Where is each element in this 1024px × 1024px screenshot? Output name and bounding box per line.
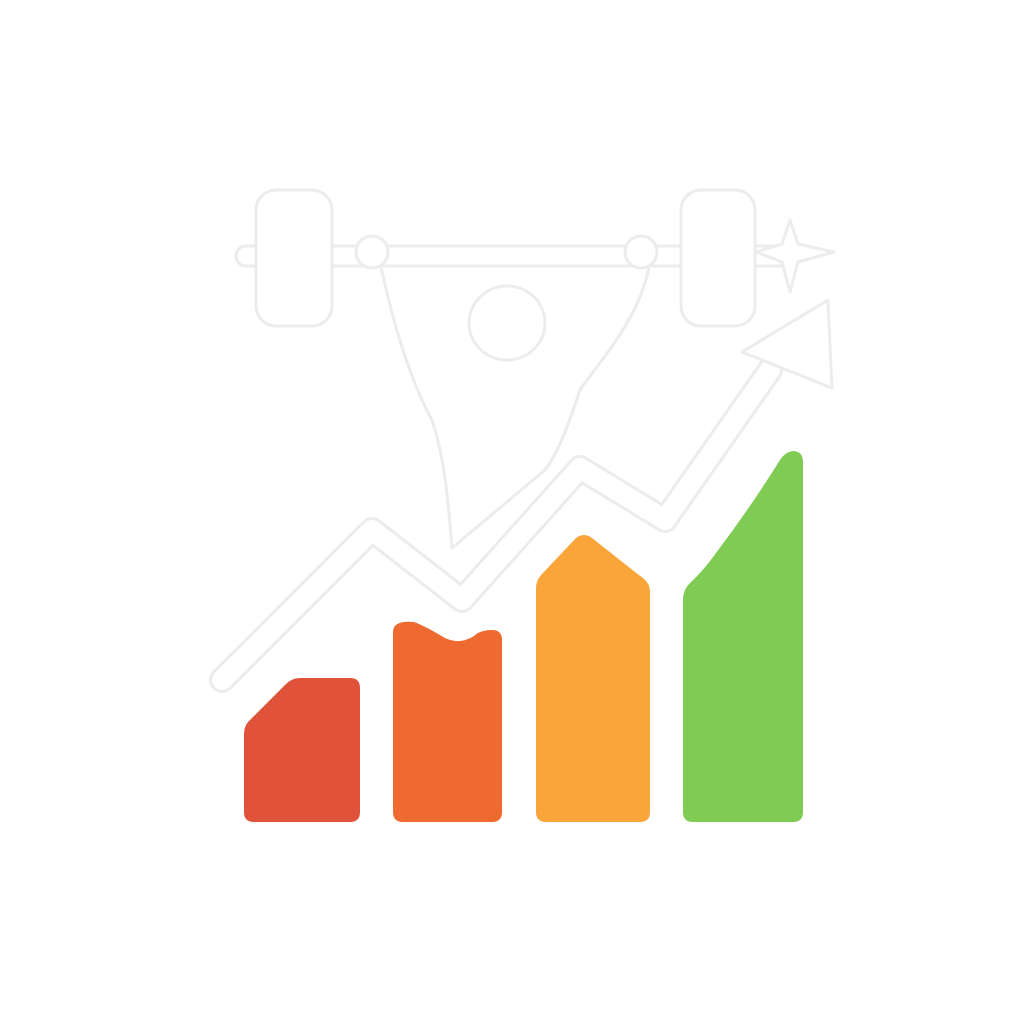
bar-4: [683, 451, 803, 822]
trend-arrow-icon: [209, 298, 834, 693]
left-weight-plate: [254, 188, 334, 328]
barbell-icon: [234, 188, 798, 328]
weightlifter-figure-icon: [378, 260, 652, 550]
bar-chart-icon: [244, 451, 803, 822]
bar-2: [393, 621, 502, 822]
right-weight-plate: [679, 188, 757, 328]
head-icon: [467, 284, 547, 362]
bar-1: [244, 678, 360, 822]
sparkle-icon: [754, 218, 836, 294]
bar-3: [536, 535, 650, 822]
